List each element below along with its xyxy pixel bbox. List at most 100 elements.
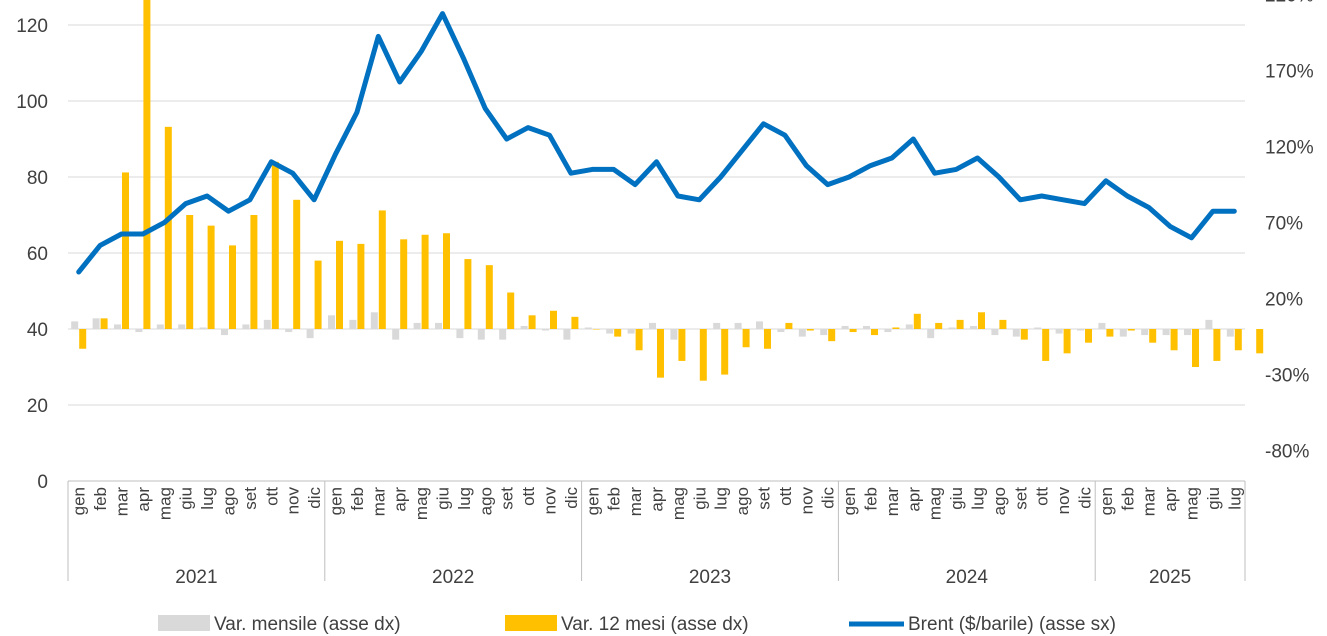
month-label: ago xyxy=(476,487,495,515)
month-label: mag xyxy=(926,487,945,520)
bar-var-12-mesi xyxy=(1063,329,1071,354)
bar-var-12-mesi xyxy=(357,243,365,329)
legend-swatch-mensile xyxy=(158,615,210,631)
bar-var-12-mesi xyxy=(164,126,172,329)
bar-var-12-mesi xyxy=(764,329,771,349)
bar-var-12-mesi xyxy=(207,225,215,329)
month-label: lug xyxy=(712,487,731,510)
bar-var-mensile xyxy=(328,315,335,329)
bar-var-mensile xyxy=(1141,329,1149,336)
bar-var-12-mesi xyxy=(806,329,814,331)
bar-var-12-mesi xyxy=(978,312,985,329)
bar-var-12-mesi xyxy=(956,319,964,329)
month-label: set xyxy=(498,487,517,510)
month-label: mag xyxy=(669,487,688,520)
bar-var-12-mesi xyxy=(1170,329,1178,351)
legend-swatch-annuale xyxy=(505,615,557,631)
left-tick-label: 100 xyxy=(16,92,48,113)
bar-var-mensile xyxy=(156,324,164,329)
bar-var-mensile xyxy=(970,325,977,329)
bar-var-mensile xyxy=(627,329,635,334)
month-label: set xyxy=(241,487,260,510)
bar-var-mensile xyxy=(435,322,442,329)
bar-var-mensile xyxy=(499,329,507,340)
bar-var-mensile xyxy=(905,324,913,329)
bar-var-12-mesi xyxy=(1042,329,1050,361)
bar-var-mensile xyxy=(542,329,549,331)
month-label: mar xyxy=(369,487,388,517)
bar-var-12-mesi xyxy=(528,315,536,329)
year-label: 2021 xyxy=(175,567,217,588)
bar-var-mensile xyxy=(649,322,656,329)
bar-var-mensile xyxy=(606,329,614,334)
bar-var-12-mesi xyxy=(293,199,301,329)
bar-var-12-mesi xyxy=(1106,329,1114,337)
year-label: 2023 xyxy=(689,567,731,588)
month-label: gen xyxy=(70,487,89,515)
month-label: dic xyxy=(819,487,838,509)
bar-var-mensile xyxy=(884,329,892,333)
bar-var-mensile xyxy=(948,327,956,329)
bar-var-mensile xyxy=(92,318,100,329)
month-label: nov xyxy=(541,487,560,515)
bar-var-mensile xyxy=(477,329,485,340)
bar-var-12-mesi xyxy=(721,329,729,375)
bar-var-mensile xyxy=(114,324,121,329)
month-label: mag xyxy=(412,487,431,520)
bar-var-12-mesi xyxy=(100,318,108,329)
bar-var-12-mesi xyxy=(635,329,643,351)
month-label: apr xyxy=(134,487,153,512)
bar-var-mensile xyxy=(1162,329,1170,336)
month-label: giu xyxy=(177,487,196,510)
x-axis: gen feb mar apr mag giu lug ago set ott nov dic gen f… xyxy=(67,480,1246,588)
month-label: gen xyxy=(1097,487,1116,515)
bar-var-12-mesi xyxy=(849,329,857,333)
month-label: lug xyxy=(455,487,474,510)
bar-var-12-mesi xyxy=(314,260,322,329)
right-tick-label: 70% xyxy=(1265,214,1303,235)
bar-var-12-mesi xyxy=(657,329,664,378)
right-tick-label: 170% xyxy=(1265,62,1314,83)
right-tick-label: -80% xyxy=(1265,442,1309,463)
bar-var-mensile xyxy=(1119,329,1127,337)
bar-var-12-mesi xyxy=(1213,329,1221,361)
month-label: feb xyxy=(348,487,367,511)
bar-var-12-mesi xyxy=(1149,329,1157,343)
bar-var-12-mesi xyxy=(871,329,878,336)
bar-var-12-mesi xyxy=(1192,329,1199,367)
month-label: ott xyxy=(1033,487,1052,506)
bar-var-12-mesi xyxy=(336,240,343,329)
bar-var-12-mesi xyxy=(250,215,258,329)
brent-line-layer xyxy=(76,11,1237,275)
bar-var-12-mesi xyxy=(1085,329,1092,343)
bar-var-mensile xyxy=(1205,319,1213,329)
bar-var-mensile xyxy=(1077,329,1084,331)
bar-var-12-mesi xyxy=(79,329,87,349)
month-label: dic xyxy=(562,487,581,509)
bar-var-12-mesi xyxy=(507,292,515,329)
bar-var-mensile xyxy=(1184,329,1191,336)
bar-var-mensile xyxy=(456,329,464,339)
bar-var-mensile xyxy=(178,324,186,329)
right-axis-ticks: 220% 170% 120% 70% 20% -30% -80% xyxy=(1265,0,1314,463)
bar-var-mensile xyxy=(820,329,828,336)
year-label: 2024 xyxy=(946,567,989,588)
bar-var-12-mesi xyxy=(785,322,793,329)
bar-var-12-mesi xyxy=(592,329,600,330)
bar-var-12-mesi xyxy=(143,0,151,329)
bar-var-mensile xyxy=(520,325,528,329)
bar-var-mensile xyxy=(991,329,999,336)
bar-var-mensile xyxy=(221,329,228,336)
bar-var-12-mesi xyxy=(485,265,493,329)
month-label: ago xyxy=(990,487,1009,515)
bar-var-12-mesi xyxy=(935,322,943,329)
month-label: feb xyxy=(91,487,110,511)
bar-var-mensile xyxy=(777,329,785,333)
month-label: ago xyxy=(220,487,239,515)
bar-var-mensile xyxy=(242,324,250,329)
bar-var-12-mesi xyxy=(186,215,194,329)
bar-var-12-mesi xyxy=(400,239,408,329)
year-label: 2022 xyxy=(432,567,474,588)
left-tick-label: 60 xyxy=(27,244,48,265)
